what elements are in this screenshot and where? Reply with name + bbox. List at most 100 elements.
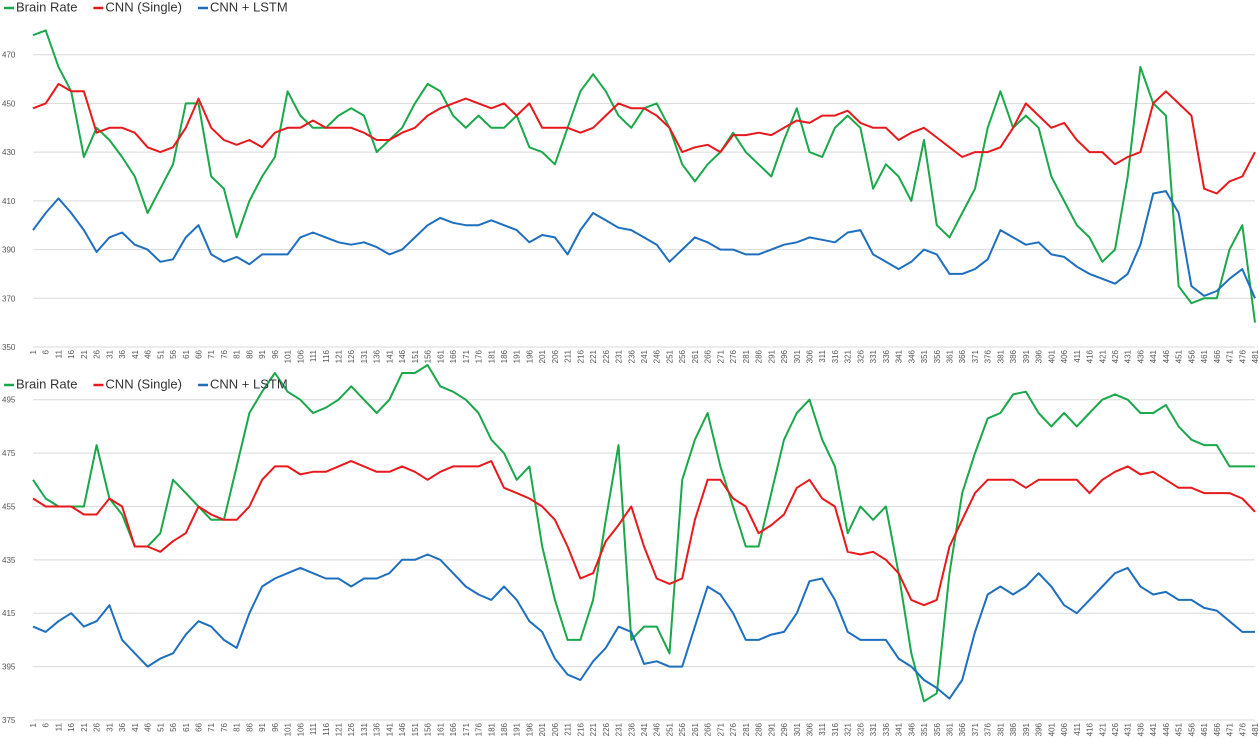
x-tick-label: 426: [1111, 349, 1120, 363]
x-tick-label: 271: [716, 722, 725, 736]
x-tick-label: 356: [933, 349, 942, 363]
x-tick-label: 11: [54, 722, 63, 731]
x-tick-label: 116: [322, 722, 331, 735]
x-tick-label: 146: [398, 722, 407, 736]
x-tick-label: 366: [958, 349, 967, 363]
x-tick-label: 211: [564, 349, 573, 362]
x-tick-label: 301: [793, 349, 802, 363]
x-tick-label: 186: [500, 349, 509, 363]
x-tick-label: 331: [869, 349, 878, 363]
x-tick-label: 336: [882, 722, 891, 736]
x-tick-label: 316: [831, 722, 840, 736]
x-tick-label: 411: [1073, 722, 1082, 735]
x-tick-label: 156: [424, 722, 433, 736]
x-tick-label: 296: [780, 349, 789, 363]
x-tick-label: 456: [1187, 349, 1196, 363]
x-tick-label: 111: [309, 349, 318, 362]
x-tick-label: 191: [513, 349, 522, 363]
x-tick-label: 31: [105, 722, 114, 731]
x-tick-label: 21: [80, 349, 89, 358]
x-tick-label: 296: [780, 722, 789, 736]
x-tick-label: 251: [665, 722, 674, 736]
x-tick-label: 441: [1149, 722, 1158, 736]
x-tick-label: 16: [67, 349, 76, 358]
x-tick-label: 76: [220, 349, 229, 358]
x-tick-label: 86: [245, 349, 254, 358]
x-tick-label: 251: [665, 349, 674, 363]
legend-label: Brain Rate: [16, 376, 77, 391]
x-tick-label: 51: [156, 722, 165, 731]
x-tick-label: 171: [462, 349, 471, 363]
series-line: [32, 460, 1256, 607]
x-tick-label: 81: [233, 349, 242, 358]
x-tick-label: 231: [615, 722, 624, 736]
x-tick-label: 386: [1009, 722, 1018, 736]
x-tick-label: 51: [156, 349, 165, 358]
x-tick-label: 126: [347, 722, 356, 736]
x-tick-label: 71: [207, 349, 216, 358]
x-tick-label: 246: [653, 349, 662, 363]
x-tick-label: 426: [1111, 722, 1120, 736]
x-tick-label: 201: [538, 349, 547, 363]
x-tick-label: 336: [882, 349, 891, 363]
x-tick-label: 241: [640, 722, 649, 736]
x-tick-label: 256: [678, 349, 687, 363]
x-tick-label: 176: [475, 349, 484, 363]
x-tick-label: 461: [1200, 722, 1209, 736]
y-tick-label: 475: [2, 449, 16, 458]
x-tick-label: 176: [475, 722, 484, 736]
x-tick-label: 256: [678, 722, 687, 736]
x-tick-label: 181: [487, 349, 496, 363]
x-tick-label: 136: [373, 349, 382, 363]
y-tick-label: 470: [2, 51, 16, 60]
x-tick-label: 116: [322, 349, 331, 362]
x-tick-label: 196: [525, 349, 534, 363]
x-tick-label: 111: [309, 722, 318, 735]
x-tick-label: 326: [856, 349, 865, 363]
x-tick-label: 226: [602, 722, 611, 736]
x-tick-label: 11: [54, 349, 63, 358]
x-tick-label: 421: [1098, 349, 1107, 363]
x-tick-label: 446: [1162, 349, 1171, 363]
x-tick-label: 36: [118, 722, 127, 731]
x-tick-label: 291: [767, 349, 776, 363]
x-tick-label: 231: [615, 349, 624, 363]
x-tick-label: 56: [169, 349, 178, 358]
x-tick-label: 401: [1047, 349, 1056, 363]
x-tick-label: 311: [818, 349, 827, 362]
x-tick-label: 186: [500, 722, 509, 736]
x-tick-label: 221: [589, 722, 598, 736]
x-tick-label: 301: [793, 722, 802, 736]
x-tick-label: 6: [42, 349, 51, 354]
x-tick-label: 346: [907, 722, 916, 736]
x-tick-label: 416: [1086, 722, 1095, 736]
x-tick-label: 1: [29, 722, 38, 727]
y-tick-label: 395: [2, 663, 16, 672]
x-tick-label: 391: [1022, 722, 1031, 736]
x-tick-label: 371: [971, 722, 980, 736]
x-tick-label: 406: [1060, 349, 1069, 363]
x-tick-label: 146: [398, 349, 407, 363]
legend-label: CNN + LSTM: [210, 0, 288, 14]
x-tick-label: 41: [131, 722, 140, 731]
x-tick-label: 311: [818, 722, 827, 735]
x-tick-label: 141: [385, 722, 394, 736]
x-tick-label: 216: [576, 722, 585, 736]
x-tick-label: 461: [1200, 349, 1209, 363]
x-tick-label: 261: [691, 349, 700, 363]
x-tick-label: 191: [513, 722, 522, 736]
x-tick-label: 236: [627, 722, 636, 736]
x-tick-label: 366: [958, 722, 967, 736]
x-tick-label: 151: [411, 722, 420, 736]
x-tick-label: 101: [284, 722, 293, 736]
x-tick-label: 226: [602, 349, 611, 363]
x-tick-label: 321: [844, 722, 853, 736]
x-tick-label: 306: [805, 349, 814, 363]
x-tick-label: 451: [1175, 722, 1184, 736]
x-tick-label: 151: [411, 349, 420, 363]
y-tick-label: 430: [2, 148, 16, 157]
legend-label: CNN (Single): [105, 376, 182, 391]
x-tick-label: 66: [194, 349, 203, 358]
